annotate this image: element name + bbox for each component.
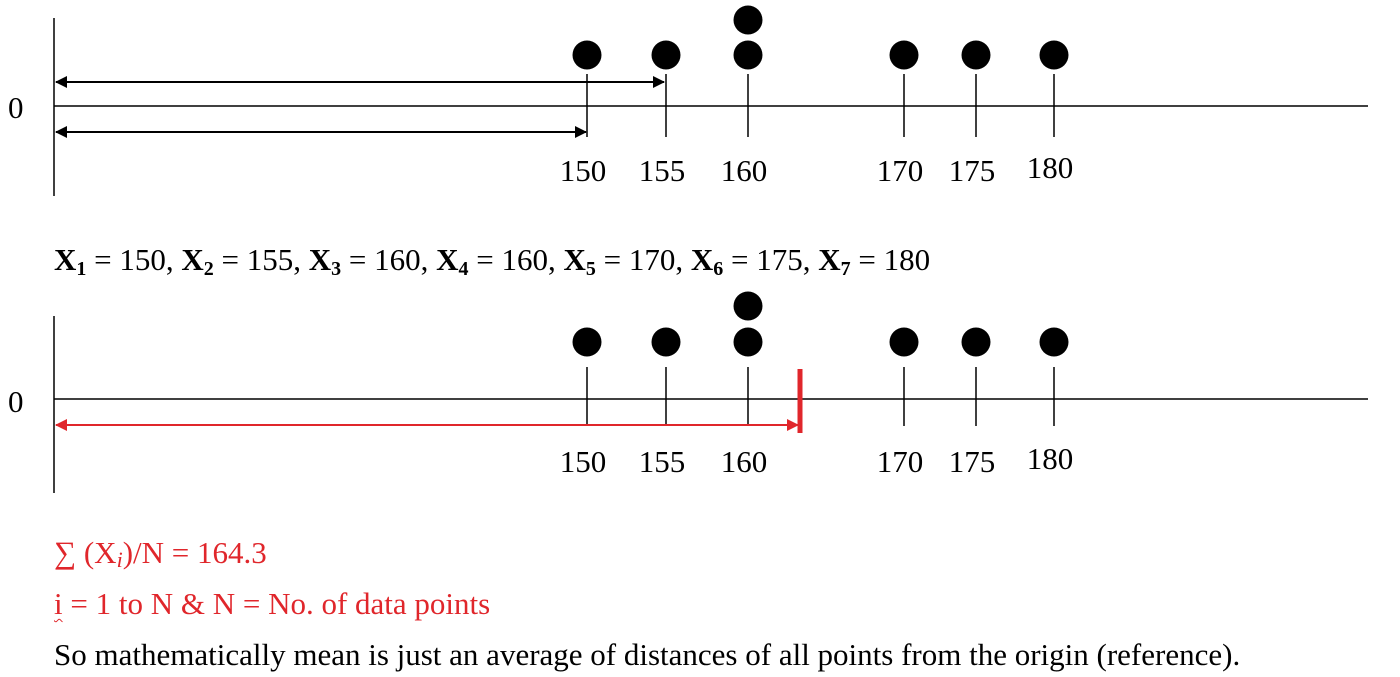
bottom-data-points <box>572 291 1069 357</box>
formula-suffix: )/N = 164.3 <box>122 535 267 570</box>
x3-subscript: 3 <box>331 258 342 280</box>
top-data-point-4 <box>733 5 763 35</box>
formula-index: i <box>116 547 123 572</box>
x7-symbol: X <box>818 242 841 277</box>
bottom-data-point-1 <box>572 327 602 357</box>
bottom-tick-label-180: 180 <box>1027 441 1074 476</box>
x5-subscript: 5 <box>585 258 596 280</box>
mean-formula: ∑ (Xi)/N = 164.3 <box>54 531 267 575</box>
bottom-tick-label-160: 160 <box>721 444 768 479</box>
top-data-point-3 <box>733 40 763 70</box>
bottom-data-point-5 <box>889 327 919 357</box>
formula-prefix: ∑ (X <box>54 535 117 570</box>
bottom-data-point-4 <box>733 291 763 321</box>
top-data-point-6 <box>961 40 991 70</box>
x7-value: = 180 <box>850 242 931 277</box>
top-tick-label-150: 150 <box>560 153 607 188</box>
bottom-data-point-3 <box>733 327 763 357</box>
index-range-note: i = 1 to N & N = No. of data points <box>54 582 490 626</box>
top-tick-label-155: 155 <box>639 153 686 188</box>
x4-subscript: 4 <box>458 258 469 280</box>
top-data-point-7 <box>1039 40 1069 70</box>
top-data-points <box>572 5 1069 70</box>
x2-symbol: X <box>181 242 204 277</box>
bottom-data-point-2 <box>651 327 681 357</box>
x7-subscript: 7 <box>840 258 851 280</box>
top-tick-label-170: 170 <box>877 153 924 188</box>
bottom-data-point-6 <box>961 327 991 357</box>
x1-subscript: 1 <box>76 258 87 280</box>
x1-value: = 150, <box>86 242 182 277</box>
top-tick-label-160: 160 <box>721 153 768 188</box>
top-origin-label: 0 <box>8 90 24 125</box>
x3-symbol: X <box>308 242 332 277</box>
top-tick-label-175: 175 <box>949 153 996 188</box>
conclusion-text: So mathematically mean is just an averag… <box>54 637 1241 672</box>
bottom-data-point-7 <box>1039 327 1069 357</box>
x1-symbol: X <box>54 242 77 277</box>
top-ticks: 150 155 160 170 175 180 <box>560 74 1074 188</box>
bottom-tick-label-155: 155 <box>639 444 686 479</box>
top-data-point-5 <box>889 40 919 70</box>
x4-symbol: X <box>436 242 459 277</box>
bottom-origin-label: 0 <box>8 384 24 419</box>
x6-value: = 175, <box>723 242 819 277</box>
index-range-text: = 1 to N & N = No. of data points <box>62 586 491 621</box>
bottom-tick-label-170: 170 <box>877 444 924 479</box>
x5-value: = 170, <box>595 242 691 277</box>
x2-subscript: 2 <box>203 258 214 280</box>
data-values-line: X1 = 150, X2 = 155, X3 = 160, X4 = 160, … <box>54 238 930 282</box>
x4-value: = 160, <box>468 242 564 277</box>
bottom-number-line: 0 150 155 160 170 175 180 <box>8 291 1368 493</box>
top-data-point-2 <box>651 40 681 70</box>
top-tick-label-180: 180 <box>1027 150 1074 185</box>
x5-symbol: X <box>563 242 586 277</box>
top-data-point-1 <box>572 40 602 70</box>
bottom-tick-label-150: 150 <box>560 444 607 479</box>
x6-subscript: 6 <box>713 258 724 280</box>
x2-value: = 155, <box>213 242 309 277</box>
top-number-line: 0 150 155 160 170 175 180 <box>8 5 1368 196</box>
bottom-tick-label-175: 175 <box>949 444 996 479</box>
bottom-ticks: 150 155 160 170 175 180 <box>560 367 1074 479</box>
index-symbol: i <box>54 586 63 621</box>
x6-symbol: X <box>690 242 714 277</box>
x3-value: = 160, <box>341 242 437 277</box>
